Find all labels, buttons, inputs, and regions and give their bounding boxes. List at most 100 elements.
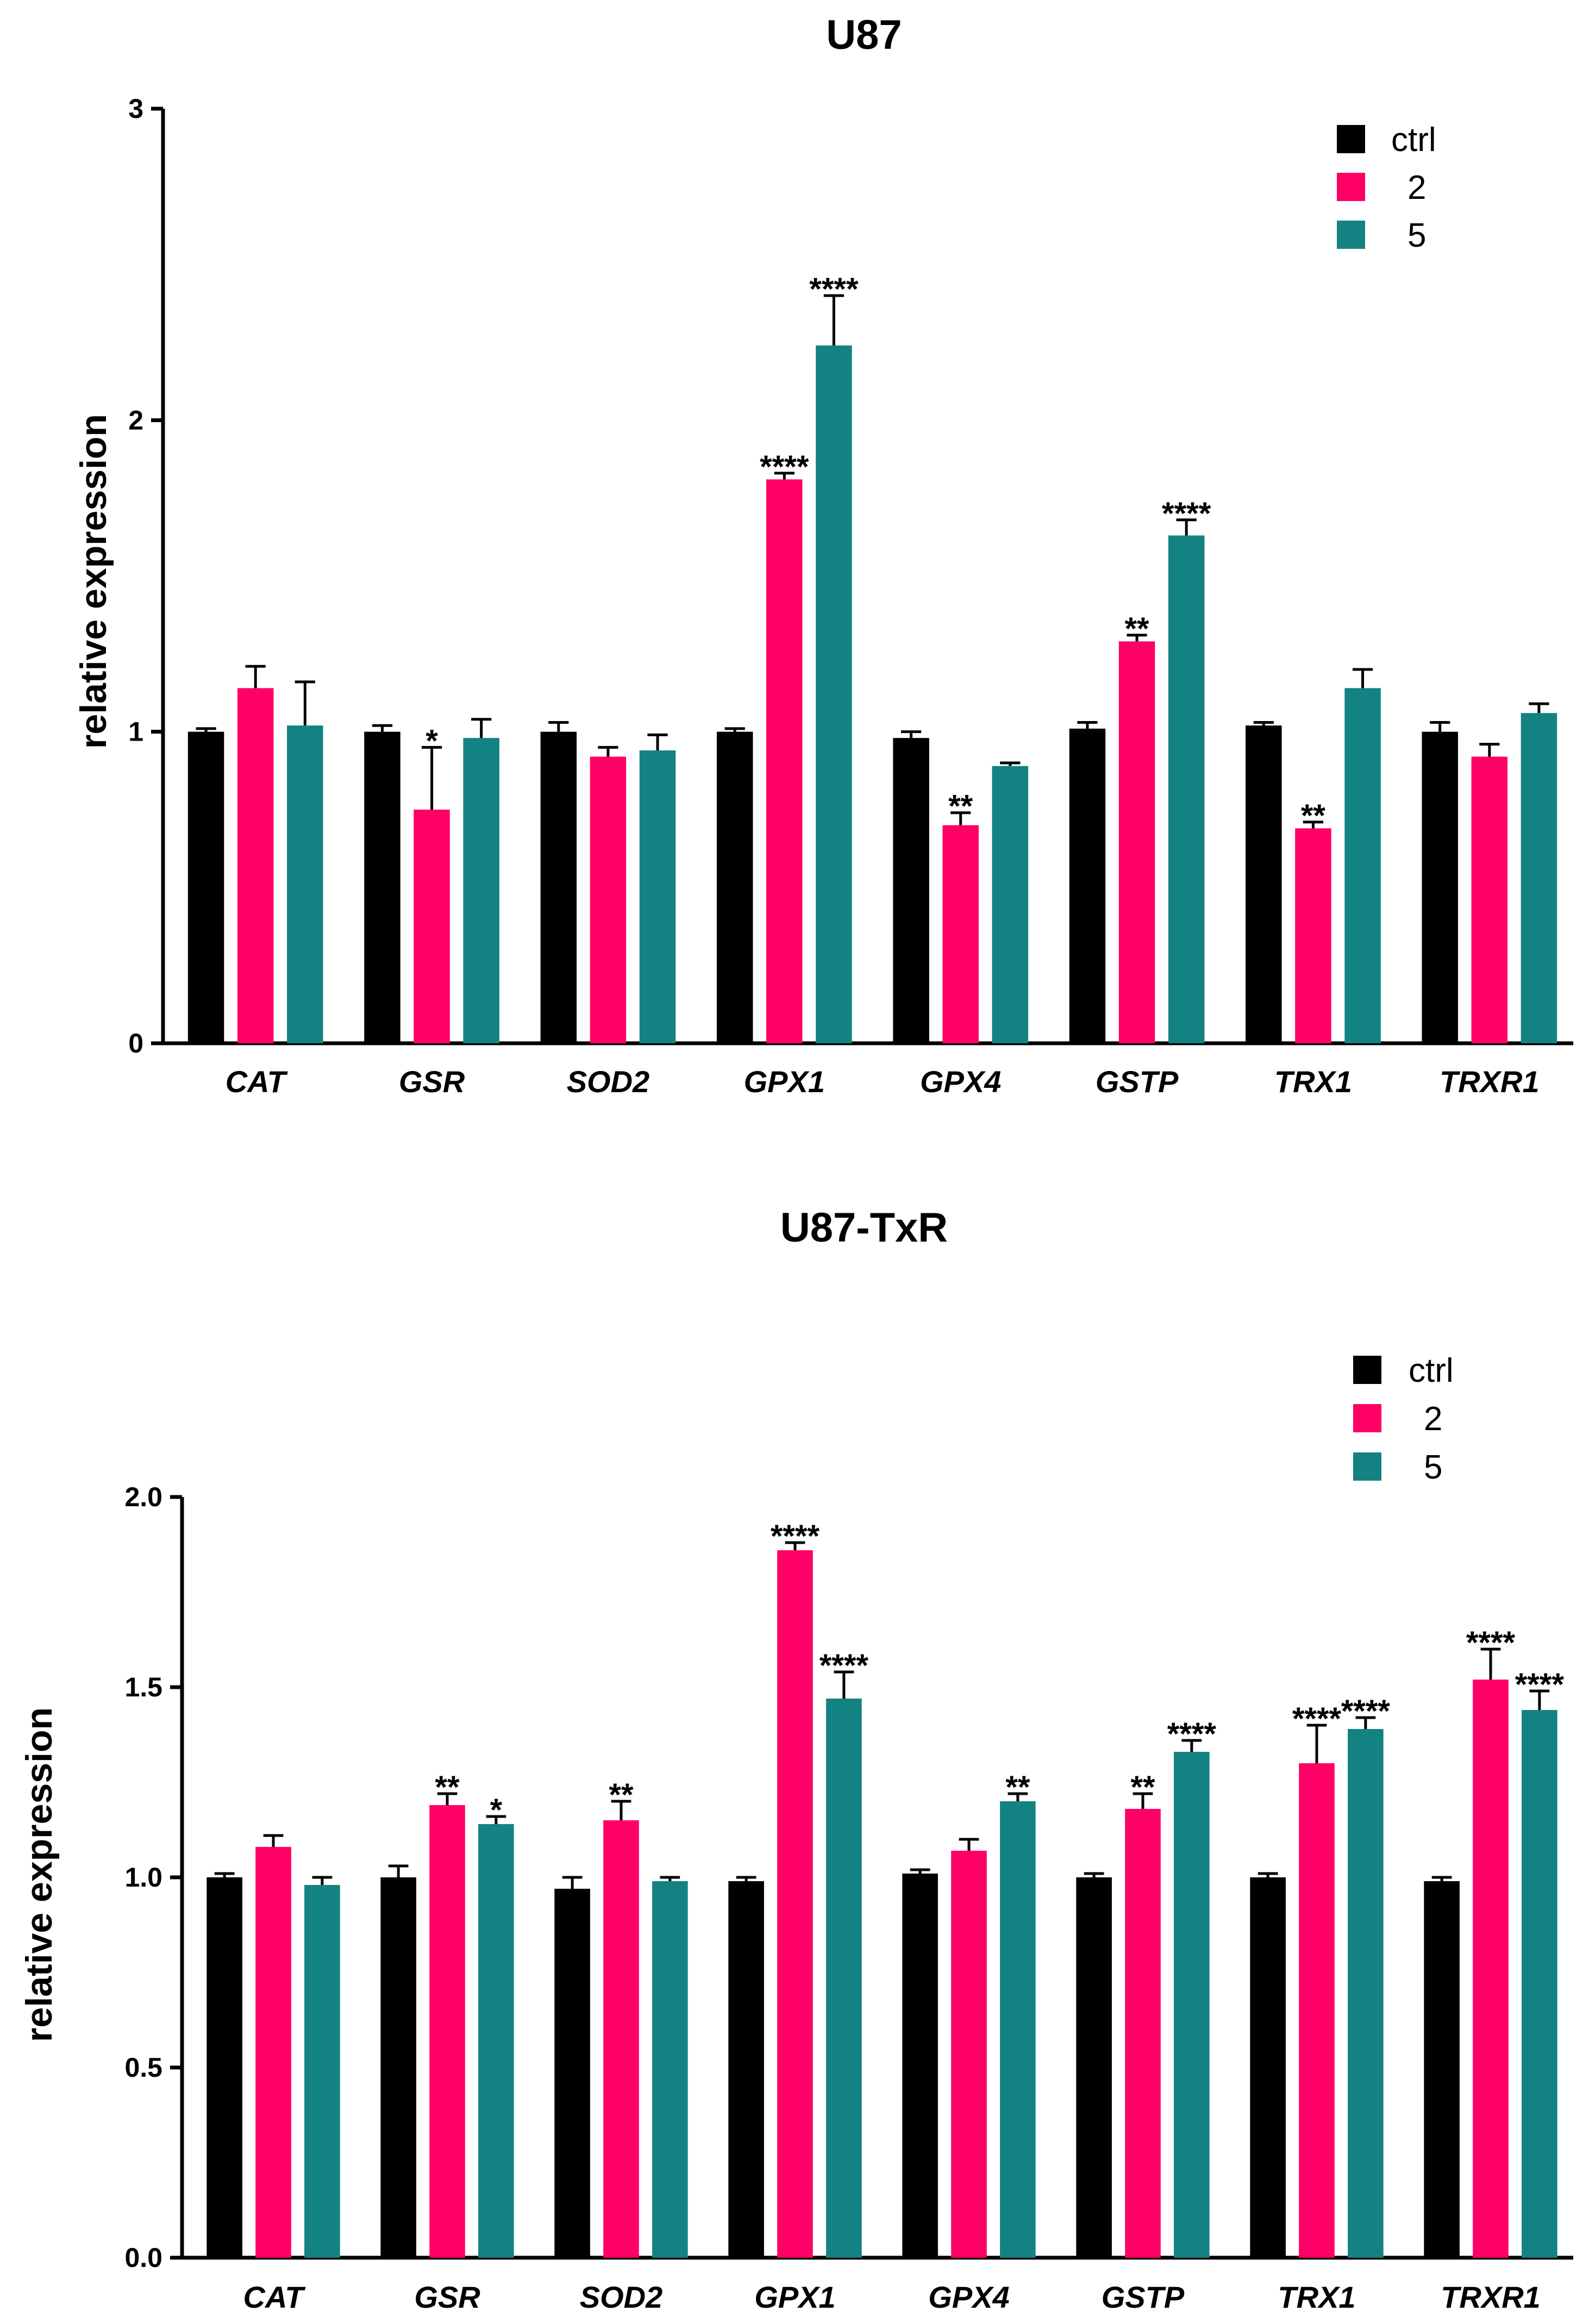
significance-label: **** [771, 1519, 820, 1554]
legend-swatch-2 [1353, 1404, 1381, 1432]
bar-5-trx1 [1348, 1729, 1384, 2258]
bar-5-trxr1 [1521, 713, 1557, 1043]
significance-label: * [490, 1793, 503, 1828]
significance-label: ** [1130, 1770, 1155, 1805]
bar-5-gsr [463, 738, 499, 1043]
x-tick-label: GSR [399, 1064, 465, 1099]
bar-ctrl-gsr [380, 1877, 416, 2258]
x-tick-label: SOD2 [567, 1064, 650, 1099]
x-tick-label: GPX4 [920, 1064, 1001, 1099]
y-tick-label: 0 [128, 1028, 143, 1058]
bar-ctrl-trxr1 [1424, 1881, 1460, 2258]
x-tick-label: GPX4 [928, 2280, 1009, 2314]
bar-ctrl-gpx1 [728, 1881, 764, 2258]
bar-2-gstp [1118, 641, 1155, 1043]
x-tick-label: GSTP [1102, 2280, 1185, 2314]
legend-label-ctrl: ctrl [1409, 1352, 1454, 1389]
significance-label: **** [1466, 1625, 1516, 1661]
significance-label: ** [435, 1770, 460, 1805]
legend-swatch-ctrl [1337, 125, 1365, 153]
x-tick-label: GSR [414, 2280, 480, 2314]
y-axis-label: relative expression [73, 414, 114, 749]
bar-2-gstp [1125, 1809, 1161, 2258]
bar-ctrl-gsr [364, 731, 401, 1043]
significance-label: **** [1167, 1717, 1217, 1752]
bar-2-gpx4 [951, 1851, 987, 2258]
chart-u87-txr: U87-TxR relative expression ctrl 2 5 0.0… [18, 1205, 1573, 2314]
significance-label: **** [1292, 1701, 1342, 1737]
bar-ctrl-trx1 [1246, 725, 1282, 1043]
bar-5-gpx1 [826, 1699, 862, 2258]
y-tick-label: 1.5 [124, 1672, 162, 1702]
bar-5-trx1 [1344, 688, 1381, 1043]
y-tick-label: 2.0 [124, 1482, 162, 1512]
bar-2-sod2 [590, 756, 627, 1043]
bar-ctrl-sod2 [554, 1889, 590, 2258]
bar-5-gstp [1168, 535, 1205, 1043]
bar-ctrl-trx1 [1250, 1877, 1286, 2258]
significance-label: **** [1341, 1694, 1391, 1729]
chart-title: U87 [826, 12, 902, 58]
bar-2-gsr [429, 1805, 465, 2258]
bar-2-gsr [414, 810, 450, 1043]
legend-label-5: 5 [1407, 217, 1426, 254]
bar-5-cat [287, 725, 323, 1043]
bar-5-gsr [478, 1824, 514, 2258]
bar-2-gpx1 [766, 479, 803, 1044]
bar-2-sod2 [603, 1820, 639, 2258]
bar-ctrl-cat [207, 1877, 242, 2258]
y-tick-label: 2 [128, 405, 143, 435]
bar-5-sod2 [652, 1881, 688, 2258]
significance-label: **** [760, 449, 809, 485]
bar-ctrl-gstp [1069, 728, 1106, 1043]
bar-2-trxr1 [1473, 1680, 1509, 2258]
bar-2-gpx1 [777, 1550, 813, 2258]
significance-label: ** [1124, 611, 1149, 647]
y-tick-label: 1.0 [124, 1862, 162, 1893]
bar-5-gpx1 [816, 345, 852, 1043]
x-tick-label: TRXR1 [1440, 1064, 1540, 1099]
legend-swatch-5 [1337, 221, 1365, 249]
bar-5-gstp [1174, 1752, 1210, 2258]
bar-2-trxr1 [1471, 756, 1508, 1043]
significance-label: ** [1005, 1770, 1030, 1805]
legend-swatch-2 [1337, 173, 1365, 201]
bar-ctrl-cat [187, 731, 224, 1043]
bar-2-gpx4 [942, 825, 979, 1043]
chart-title: U87-TxR [780, 1205, 948, 1251]
bar-5-trxr1 [1522, 1710, 1557, 2258]
legend-label-ctrl: ctrl [1391, 121, 1436, 159]
y-tick-label: 3 [128, 93, 143, 124]
bar-ctrl-trxr1 [1422, 731, 1458, 1043]
significance-label: ** [948, 789, 973, 824]
legend-label-2: 2 [1407, 169, 1426, 206]
x-tick-label: CAT [243, 2280, 306, 2314]
bar-ctrl-gpx1 [716, 731, 753, 1043]
bar-5-gpx4 [1000, 1801, 1036, 2258]
y-axis-label: relative expression [18, 1707, 60, 2042]
y-tick-label: 0.5 [124, 2052, 162, 2083]
legend: ctrl 2 5 [1353, 1352, 1454, 1486]
bar-ctrl-gstp [1076, 1877, 1112, 2258]
chart-u87: U87 relative expression ctrl 2 5 0 1 2 3 CAT… [73, 12, 1573, 1099]
bar-ctrl-gpx4 [902, 1874, 938, 2258]
bar-2-trx1 [1295, 828, 1331, 1043]
x-tick-label: TRX1 [1274, 1064, 1352, 1099]
significance-label: ** [609, 1777, 634, 1813]
bar-5-sod2 [639, 750, 676, 1043]
x-tick-label: SOD2 [580, 2280, 663, 2314]
x-tick-label: GSTP [1096, 1064, 1179, 1099]
bar-ctrl-gpx4 [893, 738, 929, 1043]
significance-label: **** [809, 272, 859, 307]
legend-swatch-5 [1353, 1452, 1381, 1481]
bar-2-trx1 [1299, 1763, 1335, 2258]
significance-label: **** [819, 1648, 869, 1683]
y-tick-label: 1 [128, 717, 143, 747]
bar-5-gpx4 [992, 766, 1029, 1043]
x-tick-label: TRX1 [1278, 2280, 1355, 2314]
x-tick-label: GPX1 [744, 1064, 825, 1099]
x-tick-label: CAT [226, 1064, 289, 1099]
